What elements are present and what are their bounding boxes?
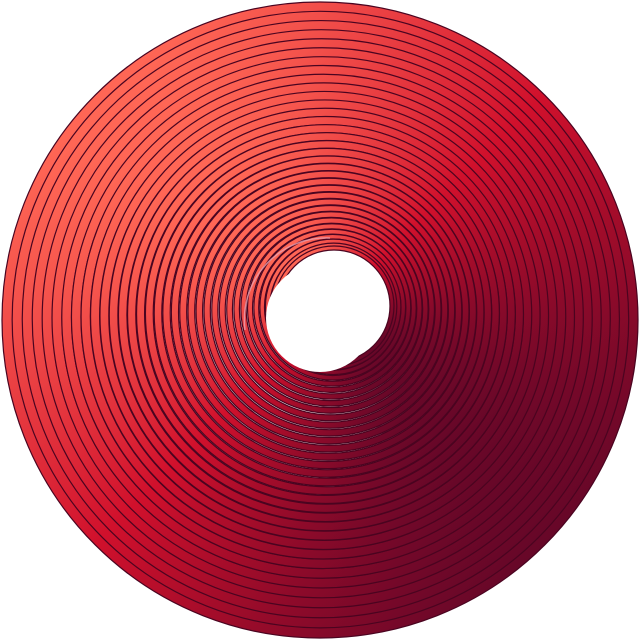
ring — [12, 11, 629, 628]
ring — [42, 38, 602, 598]
ring-outline — [126, 115, 525, 514]
ring-outline — [231, 210, 430, 409]
ring — [61, 56, 584, 579]
ring-outline — [11, 10, 630, 629]
ring-outline — [144, 132, 508, 496]
ring-highlight — [243, 237, 331, 331]
ring-outline — [195, 177, 463, 445]
ring-outline — [246, 223, 417, 394]
ring-outline — [153, 140, 500, 487]
ring-outline — [211, 191, 449, 429]
ring-outline — [259, 233, 407, 381]
ring-outline — [238, 216, 424, 402]
ring — [187, 170, 470, 453]
ring-outline — [61, 56, 584, 579]
ring — [99, 91, 549, 541]
ring — [219, 198, 442, 421]
ring-outline — [162, 147, 493, 478]
ring — [90, 82, 558, 550]
ring — [52, 47, 593, 588]
ring-outline — [217, 197, 443, 423]
ring — [136, 124, 516, 504]
ring-outline — [170, 155, 485, 470]
ring-outline — [108, 99, 541, 532]
ring — [109, 99, 541, 531]
ring — [196, 178, 462, 444]
ring — [154, 140, 500, 486]
ring — [71, 65, 575, 569]
ring-outline — [21, 19, 621, 619]
ring-outline — [117, 107, 533, 523]
ring-outline — [41, 38, 602, 599]
ring-outline — [253, 228, 412, 387]
ring — [118, 108, 532, 522]
ring — [259, 234, 406, 381]
ring — [162, 148, 492, 478]
ring-outline — [218, 198, 442, 422]
ring-outline — [51, 47, 593, 589]
ring — [226, 205, 435, 414]
ring — [171, 156, 484, 469]
ring — [247, 223, 417, 393]
ring — [179, 163, 477, 461]
ring-outline — [224, 204, 436, 416]
ring-outline — [99, 90, 550, 541]
ring-outline — [187, 170, 470, 453]
ring-outline — [80, 73, 567, 560]
ring — [22, 20, 620, 618]
ring-outline — [89, 82, 558, 551]
ring-outline — [264, 238, 402, 376]
ring — [240, 217, 423, 400]
center-hole — [266, 264, 374, 372]
ring — [203, 185, 455, 437]
ring-outline — [135, 124, 516, 505]
ring-outline — [203, 184, 456, 437]
ring-outline — [240, 217, 423, 400]
ring — [81, 74, 566, 559]
ring — [127, 116, 524, 513]
ring — [32, 29, 611, 608]
ring-outline — [179, 163, 477, 461]
ring-outline — [233, 211, 429, 407]
ring-outline — [70, 64, 576, 570]
ring — [253, 229, 411, 387]
ring-outline — [226, 204, 436, 414]
ring-outline — [31, 29, 611, 609]
ring — [233, 211, 429, 407]
ring — [211, 192, 448, 429]
ring — [145, 132, 508, 495]
